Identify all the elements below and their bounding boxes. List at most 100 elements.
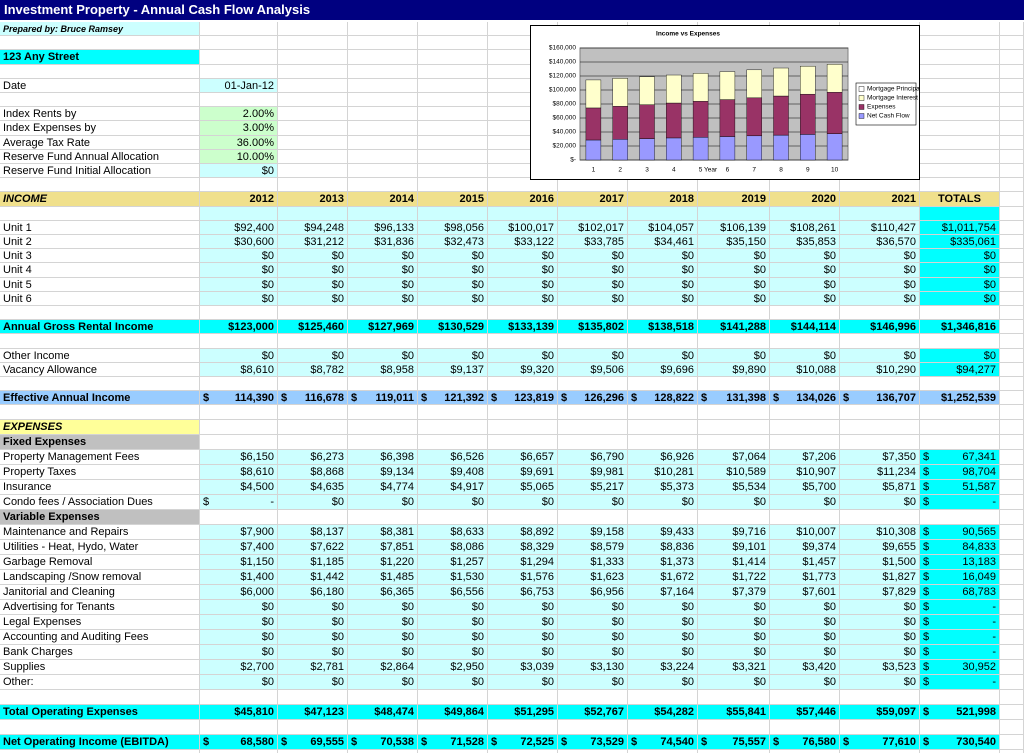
amount: $0 (401, 292, 414, 305)
value-cell: $0 (348, 263, 418, 278)
value-cell: $0 (558, 615, 628, 631)
assumption-label: Index Expenses by (3, 122, 96, 135)
amount: $1,185 (310, 556, 344, 569)
amount: $9,890 (732, 363, 766, 376)
cell (200, 178, 278, 193)
amount: $96,133 (374, 221, 414, 234)
amount: $0 (541, 250, 554, 263)
header-cell: 2014 (348, 192, 418, 207)
y-tick-label: $140,000 (549, 59, 576, 66)
cell (488, 377, 558, 392)
assumption-value: 10.00% (236, 150, 274, 163)
cell (840, 377, 920, 392)
value-cell: $10,290 (840, 362, 920, 377)
value-cell: $0 (558, 291, 628, 306)
value-cell: $7,400 (200, 540, 278, 556)
x-tick-label: 1 (592, 167, 596, 174)
amount: $0 (261, 349, 274, 362)
column-header: TOTALS (938, 193, 981, 206)
currency-sign: $ (923, 616, 930, 629)
value-cell: $131,398 (698, 391, 770, 406)
cell (200, 93, 278, 108)
amount: $45,810 (234, 706, 274, 719)
amount: $0 (611, 349, 624, 362)
amount: $130,529 (438, 321, 484, 334)
amount: $0 (823, 292, 836, 305)
amount: $1,346,816 (940, 321, 996, 334)
amount: $5,534 (732, 481, 766, 494)
cell (418, 420, 488, 436)
value-cell: $1,500 (840, 555, 920, 571)
value-cell: $0 (698, 630, 770, 646)
value-cell: $0 (770, 645, 840, 661)
amount: 128,822 (654, 392, 694, 405)
amount: $3,321 (732, 661, 766, 674)
cell (770, 750, 840, 753)
cell (1000, 465, 1024, 481)
amount: $108,261 (790, 221, 836, 234)
cell (278, 720, 348, 736)
value-cell: $116,678 (278, 391, 348, 406)
bar-segment (719, 71, 736, 100)
value-cell: $0 (488, 645, 558, 661)
cell (348, 64, 418, 79)
value-cell: $ - (200, 495, 278, 511)
bar-segment (800, 134, 816, 161)
amount: $1,373 (660, 556, 694, 569)
amount: 134,026 (796, 392, 836, 405)
cell (840, 334, 920, 349)
cell (0, 690, 200, 706)
cell (1000, 480, 1024, 496)
cell (1000, 630, 1024, 646)
amount: $0 (401, 676, 414, 689)
cell (1000, 555, 1024, 571)
amount: $8,892 (520, 526, 554, 539)
row-label-cell: Bank Charges (0, 645, 200, 661)
amount: $0 (753, 278, 766, 291)
value-cell: $125,460 (278, 320, 348, 335)
value-cell: $5,871 (840, 480, 920, 496)
value-cell: $16,049 (920, 570, 1000, 586)
row-label: Property Taxes (3, 466, 77, 479)
currency-sign: $ (701, 392, 708, 405)
bar-segment (746, 135, 762, 161)
bar-segment (666, 102, 682, 139)
amount: $1,011,754 (941, 221, 996, 234)
amount: 75,557 (732, 736, 766, 749)
cell (770, 206, 840, 221)
value-cell: $2,781 (278, 660, 348, 676)
value-cell: $0 (278, 645, 348, 661)
cell (628, 510, 698, 526)
cell (348, 420, 418, 436)
cell (1000, 164, 1024, 179)
row-label: Unit 6 (3, 292, 32, 305)
value-cell: $0 (488, 630, 558, 646)
cell (628, 690, 698, 706)
value-cell: $69,555 (278, 735, 348, 751)
amount: $0 (681, 292, 694, 305)
value-cell: $8,610 (200, 362, 278, 377)
amount: $0 (983, 250, 996, 263)
cell (1000, 570, 1024, 586)
cell: Index Rents by (0, 107, 200, 122)
cell (1000, 615, 1024, 631)
value-cell: $335,061 (920, 235, 1000, 250)
cell (418, 121, 488, 136)
section-label: INCOME (3, 193, 47, 206)
value-cell: $0 (628, 277, 698, 292)
cell (418, 107, 488, 122)
row-label: Supplies (3, 661, 46, 674)
cell (348, 22, 418, 37)
y-tick-label: $60,000 (553, 115, 577, 122)
value-cell: $0 (698, 645, 770, 661)
cell (1000, 510, 1024, 526)
cell (1000, 675, 1024, 691)
amount: - (992, 631, 996, 644)
cell (770, 377, 840, 392)
value-cell: $0 (698, 348, 770, 363)
amount: $6,398 (380, 451, 414, 464)
amount: 30,952 (962, 661, 996, 674)
bar-segment (719, 99, 736, 137)
assumption-label: Reserve Fund Annual Allocation (3, 150, 159, 163)
cell (0, 720, 200, 736)
